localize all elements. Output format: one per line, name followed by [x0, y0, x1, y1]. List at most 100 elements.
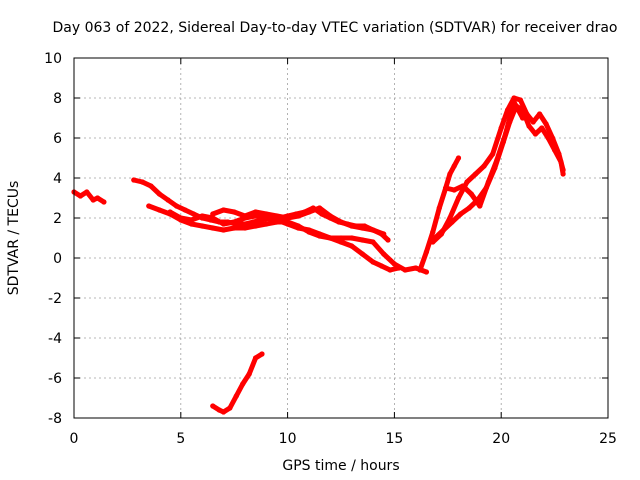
data-point — [440, 227, 447, 233]
data-point — [156, 191, 162, 197]
data-point — [285, 215, 291, 221]
data-point — [242, 213, 248, 219]
data-point — [253, 223, 259, 229]
series-line-arc6 — [210, 351, 265, 415]
data-point — [545, 135, 551, 141]
data-point — [447, 215, 453, 221]
data-point — [191, 211, 197, 217]
data-point — [338, 239, 344, 245]
data-point — [543, 121, 549, 127]
y-tick-label: 6 — [53, 131, 62, 147]
data-point — [242, 225, 248, 231]
data-point — [558, 159, 564, 165]
y-tick-label: 8 — [53, 91, 62, 107]
data-point — [210, 225, 216, 231]
data-point — [227, 405, 233, 411]
data-point — [455, 155, 462, 161]
data-point — [327, 235, 333, 241]
y-tick-label: -6 — [48, 371, 62, 387]
data-point — [231, 209, 237, 215]
data-point — [199, 213, 205, 219]
data-point — [231, 219, 237, 225]
data-point — [146, 203, 152, 209]
data-point — [505, 107, 511, 113]
x-tick-label: 25 — [599, 431, 617, 447]
data-point — [216, 407, 222, 413]
data-point — [263, 211, 269, 217]
data-point — [481, 163, 487, 169]
data-point — [391, 261, 397, 267]
data-point — [210, 403, 216, 409]
x-axis-label: GPS time / hours — [282, 458, 399, 474]
data-point — [220, 227, 227, 233]
grid-lines — [74, 58, 608, 418]
data-point — [552, 147, 558, 153]
plot-frame — [73, 57, 609, 419]
data-point — [517, 97, 524, 103]
series-line-arc10 — [443, 99, 526, 209]
data-point — [466, 205, 472, 211]
data-point — [338, 219, 344, 225]
data-point — [511, 95, 517, 101]
data-point — [253, 209, 259, 215]
data-point — [502, 131, 509, 137]
data-point — [413, 265, 419, 271]
data-point — [349, 243, 355, 249]
data-point — [381, 251, 387, 257]
data-point — [449, 219, 455, 225]
data-point — [436, 205, 442, 211]
data-point — [359, 251, 365, 257]
series-line-arc2 — [131, 177, 391, 243]
data-point — [511, 99, 517, 105]
data-point — [90, 197, 96, 203]
data-point — [520, 115, 526, 121]
data-point — [430, 229, 436, 235]
data-point — [370, 227, 376, 233]
data-point — [498, 125, 504, 131]
data-point — [370, 239, 376, 245]
data-point — [173, 203, 180, 209]
data-point — [417, 267, 423, 273]
data-point — [526, 123, 532, 129]
data-point — [317, 205, 323, 211]
data-point — [396, 265, 402, 271]
data-point — [464, 179, 470, 185]
data-point — [485, 179, 491, 185]
y-tick-label: 2 — [53, 211, 62, 227]
data-point — [84, 189, 90, 195]
data-point — [182, 207, 188, 213]
data-point — [210, 211, 216, 217]
data-point — [423, 249, 429, 255]
data-point — [246, 371, 252, 377]
data-point — [178, 215, 184, 221]
data-point — [477, 203, 483, 209]
data-point — [231, 225, 237, 231]
chart-title: Day 063 of 2022, Sidereal Day-to-day VTE… — [52, 20, 617, 36]
data-point — [370, 259, 376, 265]
data-point — [447, 171, 453, 177]
data-point — [148, 183, 154, 189]
data-point — [537, 111, 543, 117]
data-point — [490, 151, 496, 157]
data-point — [530, 119, 536, 125]
data-point — [139, 179, 145, 185]
data-point — [199, 223, 205, 229]
data-point — [532, 131, 539, 137]
x-tick-label: 20 — [492, 431, 510, 447]
data-point — [220, 221, 227, 227]
data-point — [451, 163, 457, 169]
data-point — [240, 381, 246, 387]
data-point — [349, 223, 355, 229]
data-point — [220, 207, 227, 213]
data-point — [259, 351, 265, 357]
data-point — [432, 235, 438, 241]
data-point — [295, 225, 301, 231]
data-point — [274, 213, 280, 219]
data-point — [101, 199, 107, 205]
y-axis-label: SDTVAR / TECUs — [6, 181, 22, 296]
data-point — [539, 125, 545, 131]
data-point — [131, 177, 137, 183]
y-tick-label: 0 — [53, 251, 62, 267]
x-tick-label: 10 — [279, 431, 297, 447]
